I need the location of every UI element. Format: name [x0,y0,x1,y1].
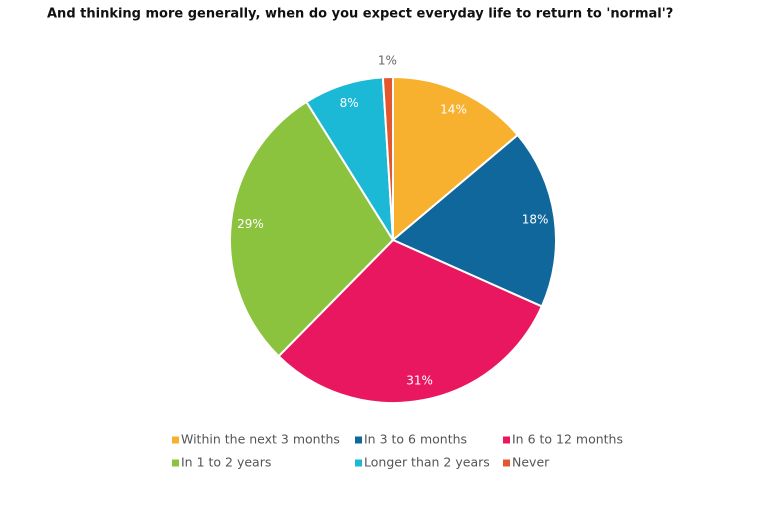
pie-slice [392,75,520,243]
legend-swatch [355,436,362,444]
legend-label: In 1 to 2 years [181,455,271,470]
value-label: 29% [237,217,264,231]
legend-swatch [355,459,362,467]
legend-label: In 6 to 12 months [512,432,623,447]
legend-swatch [503,436,510,444]
pie-slice [381,75,394,241]
value-label: 8% [340,96,359,110]
value-label: 14% [440,102,467,116]
legend-label: Within the next 3 months [181,432,340,447]
pie-slice [391,133,557,308]
chart-title: And thinking more generally, when do you… [47,7,673,22]
legend-swatch [172,459,179,467]
legend-swatch [503,459,510,467]
legend-swatch [172,436,179,444]
pie-slice [277,238,544,404]
legend-label: Longer than 2 years [364,455,490,470]
value-label: 18% [522,212,549,226]
value-label: 31% [406,373,433,387]
legend-label: Never [512,455,550,470]
value-label: 1% [378,54,397,68]
legend-label: In 3 to 6 months [364,432,467,447]
pie-slice [229,100,395,358]
